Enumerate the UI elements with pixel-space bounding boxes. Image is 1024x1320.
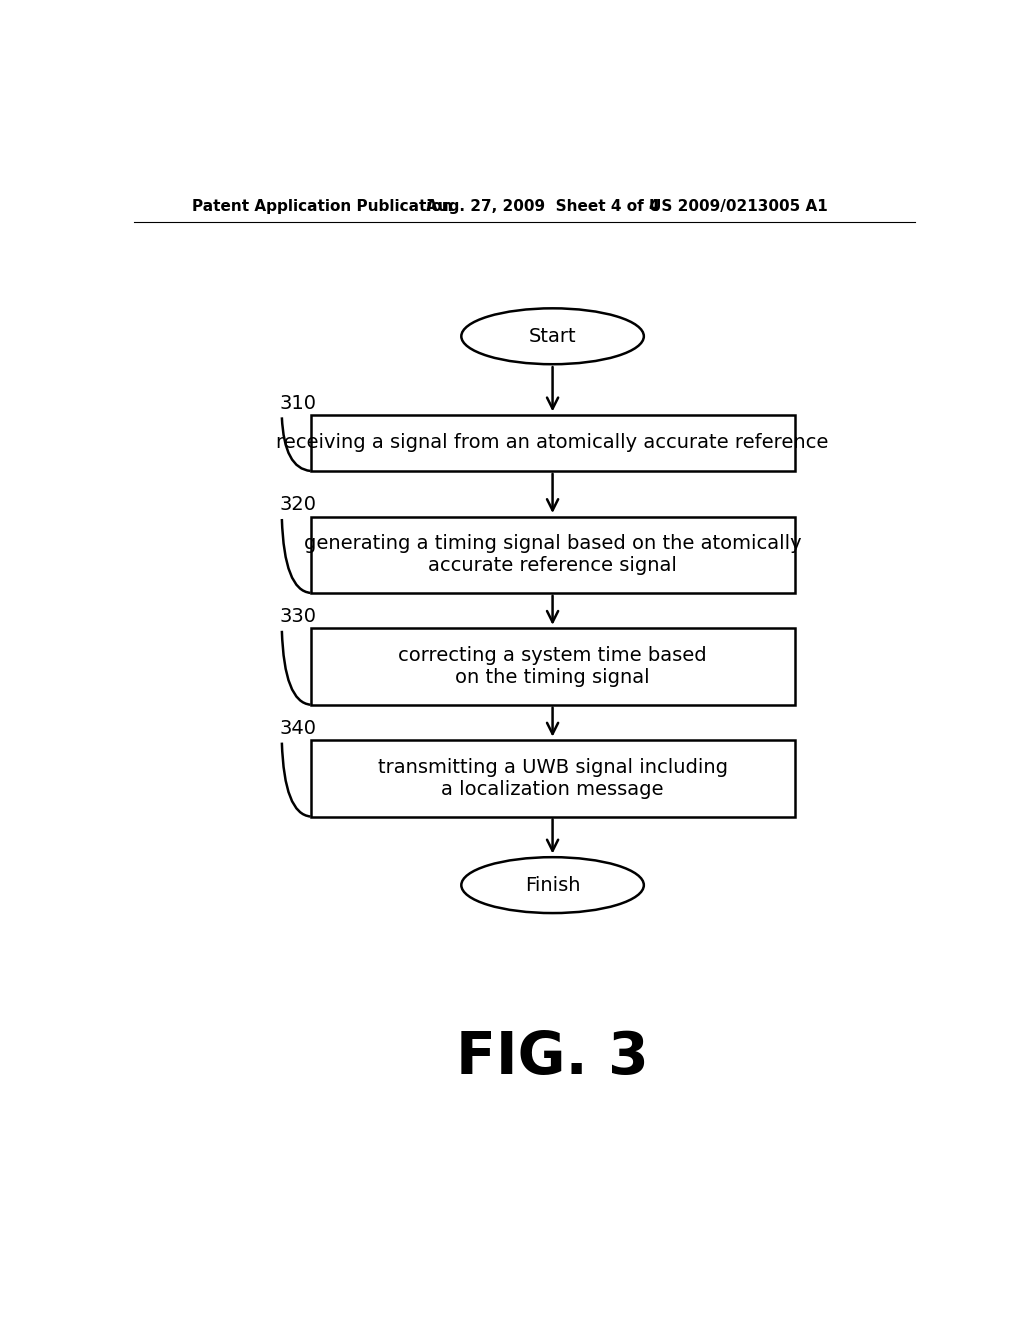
Text: 330: 330 xyxy=(280,607,316,626)
FancyBboxPatch shape xyxy=(310,516,795,593)
Text: 320: 320 xyxy=(280,495,316,515)
Text: Patent Application Publication: Patent Application Publication xyxy=(191,198,453,214)
FancyBboxPatch shape xyxy=(310,628,795,705)
Text: 310: 310 xyxy=(280,393,316,413)
Text: US 2009/0213005 A1: US 2009/0213005 A1 xyxy=(649,198,827,214)
Text: Finish: Finish xyxy=(525,875,581,895)
Text: Start: Start xyxy=(528,327,577,346)
Text: 340: 340 xyxy=(280,719,316,738)
Text: Aug. 27, 2009  Sheet 4 of 4: Aug. 27, 2009 Sheet 4 of 4 xyxy=(426,198,660,214)
FancyBboxPatch shape xyxy=(310,414,795,471)
FancyBboxPatch shape xyxy=(310,741,795,817)
Text: correcting a system time based
on the timing signal: correcting a system time based on the ti… xyxy=(398,645,707,688)
Ellipse shape xyxy=(461,857,644,913)
Text: receiving a signal from an atomically accurate reference: receiving a signal from an atomically ac… xyxy=(276,433,828,453)
Ellipse shape xyxy=(461,309,644,364)
Text: transmitting a UWB signal including
a localization message: transmitting a UWB signal including a lo… xyxy=(378,758,728,799)
Text: generating a timing signal based on the atomically
accurate reference signal: generating a timing signal based on the … xyxy=(304,535,802,576)
Text: FIG. 3: FIG. 3 xyxy=(457,1030,649,1086)
